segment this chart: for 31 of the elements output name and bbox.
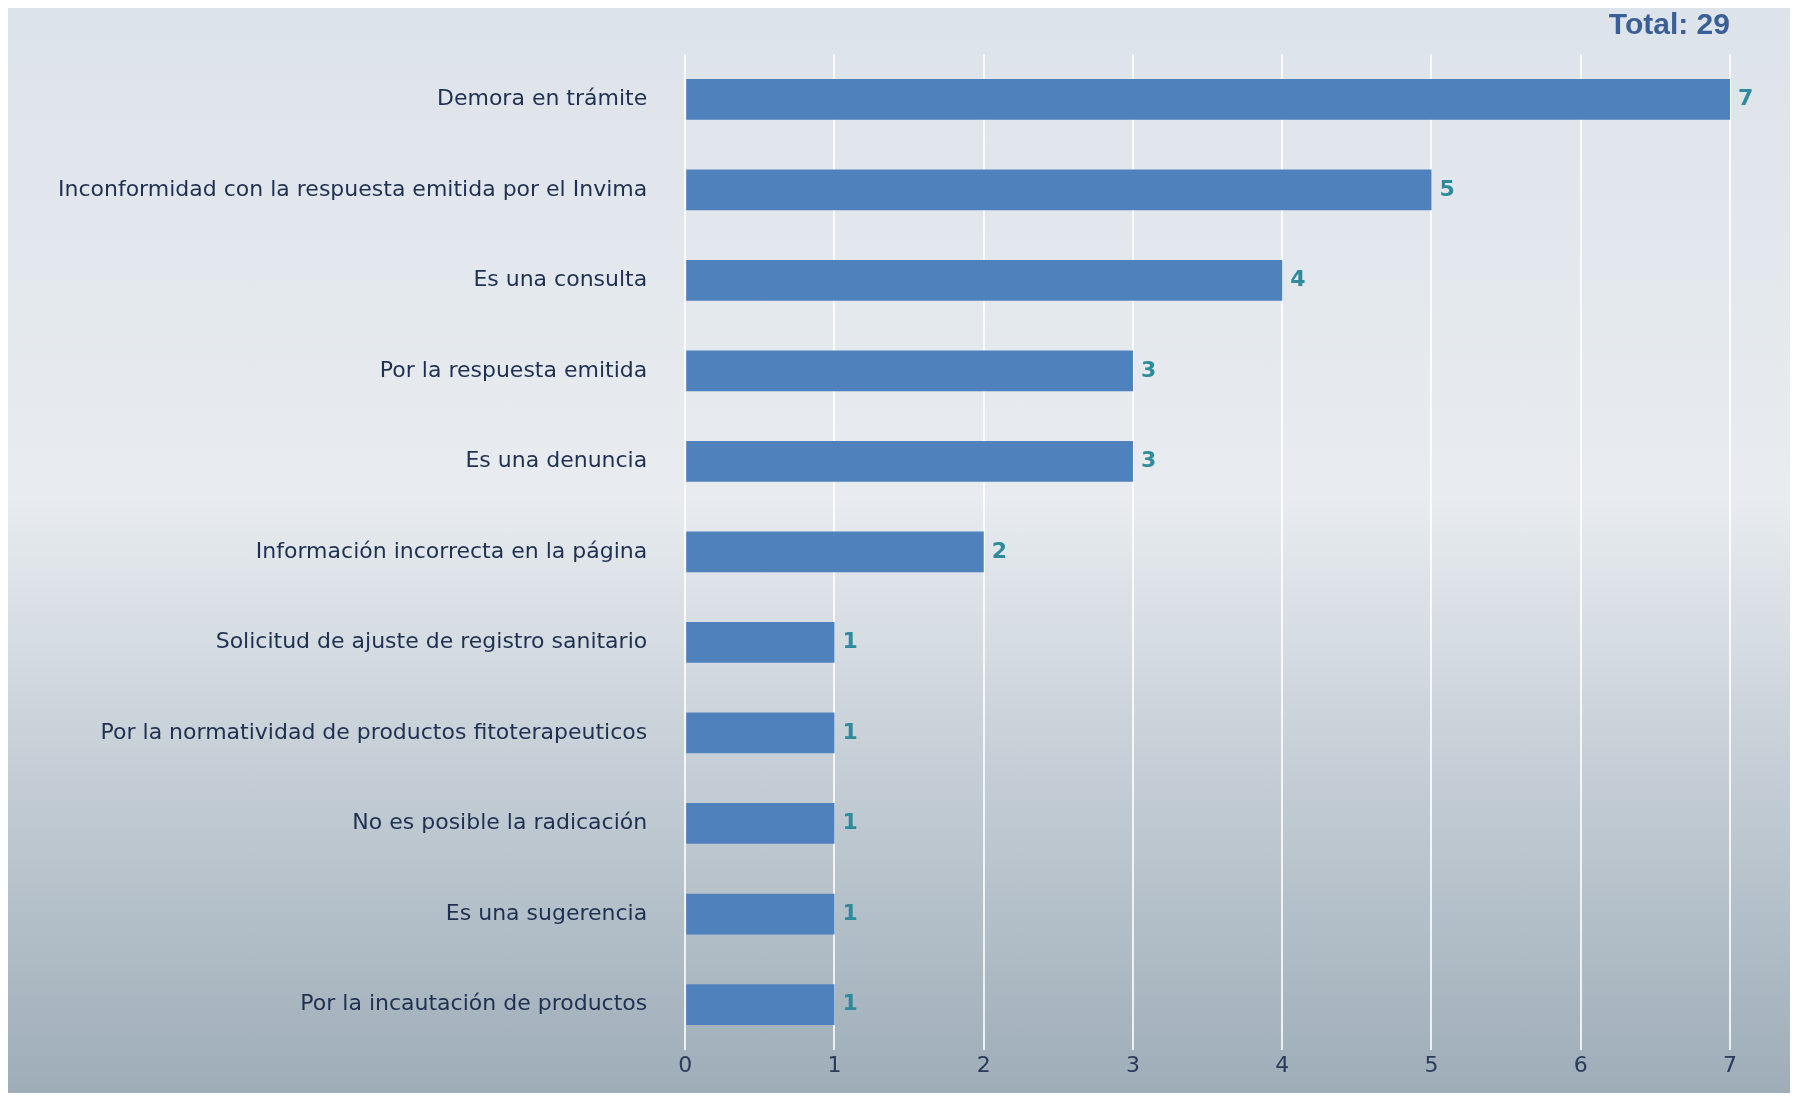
x-tick-label: 0 — [678, 1051, 693, 1077]
y-tick-label: Es una denuncia — [465, 447, 648, 473]
y-tick-label: Por la incautación de productos — [300, 990, 648, 1016]
chart-title: Total: 29 — [1608, 7, 1730, 41]
y-tick-label: Por la respuesta emitida — [379, 356, 648, 382]
data-label: 7 — [1738, 84, 1754, 110]
data-label: 5 — [1439, 175, 1455, 201]
y-tick-label: Información incorrecta en la página — [255, 537, 648, 563]
data-label: 1 — [842, 718, 858, 744]
y-tick-label: Solicitud de ajuste de registro sanitario — [215, 628, 648, 654]
y-tick-label: Por la normatividad de productos fitoterapeuticos — [100, 718, 648, 744]
data-label: 3 — [1140, 447, 1157, 473]
x-tick-label: 3 — [1125, 1051, 1140, 1077]
x-tick-label: 4 — [1275, 1051, 1290, 1077]
data-label: 2 — [991, 537, 1008, 563]
data-label: 1 — [842, 809, 858, 835]
data-label: 3 — [1140, 356, 1157, 382]
y-tick-label: Demora en trámite — [437, 84, 648, 110]
data-label: 1 — [842, 899, 858, 925]
y-tick-label: Inconformidad con la respuesta emitida por el Invima — [57, 175, 648, 201]
x-tick-label: 5 — [1424, 1051, 1439, 1077]
data-label: 1 — [842, 628, 858, 654]
y-tick-label: No es posible la radicación — [352, 809, 648, 835]
x-tick-label: 7 — [1723, 1051, 1737, 1077]
y-tick-label: Es una consulta — [473, 266, 648, 292]
x-tick-label: 6 — [1573, 1051, 1588, 1077]
x-tick-label: 2 — [976, 1051, 991, 1077]
y-tick-label: Es una sugerencia — [445, 899, 648, 925]
x-tick-label: 1 — [827, 1051, 842, 1077]
data-label: 4 — [1290, 266, 1306, 292]
data-label: 1 — [842, 990, 858, 1016]
